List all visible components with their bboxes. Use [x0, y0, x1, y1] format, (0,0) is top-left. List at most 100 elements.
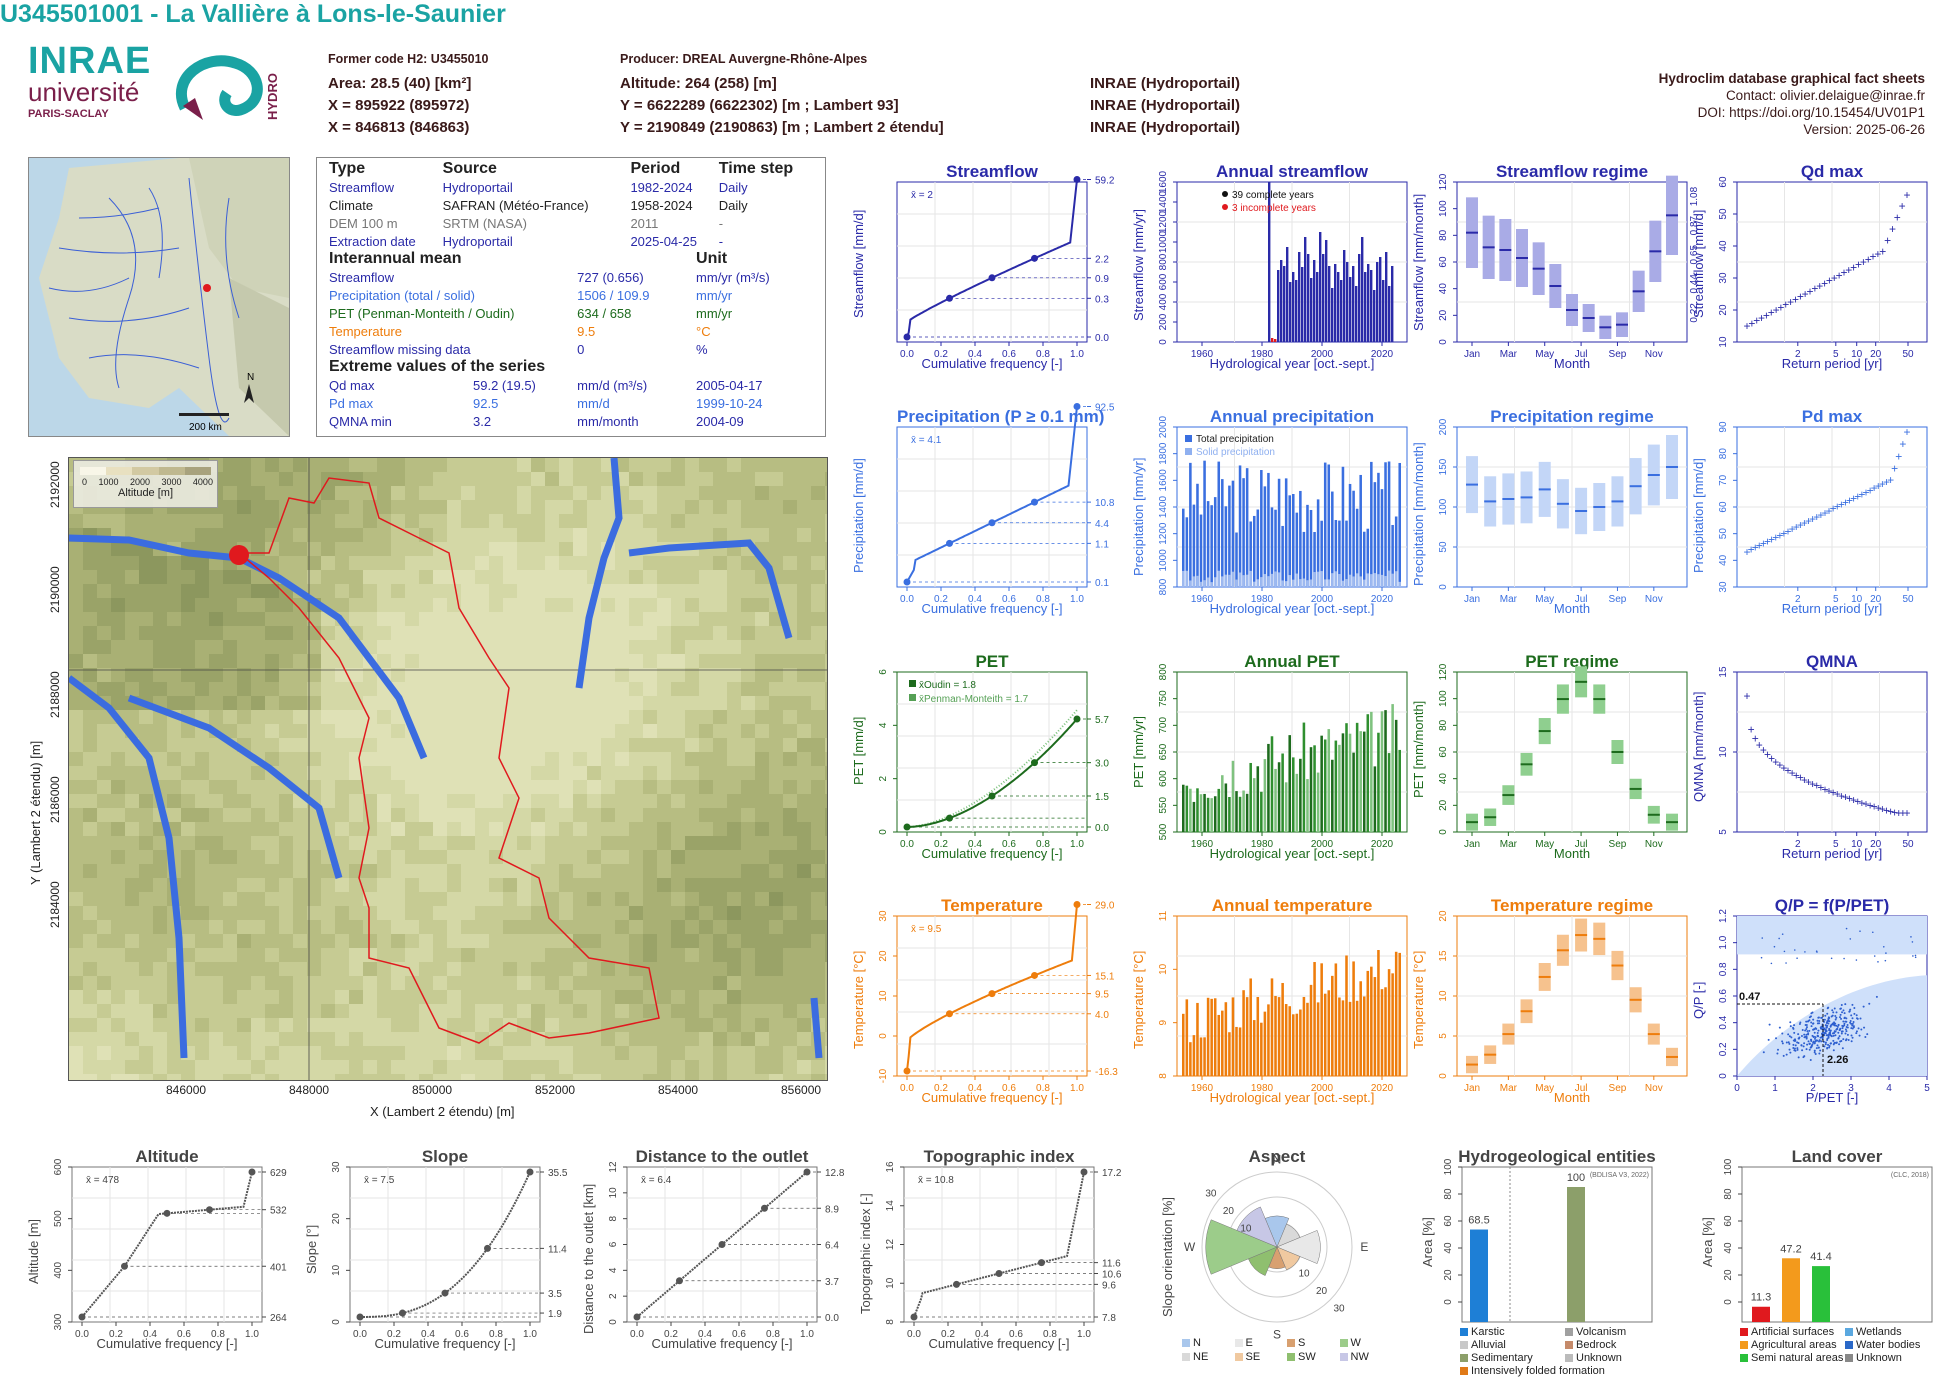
extreme-row: Pd max 92.5 mm/d 1999-10-24 — [327, 394, 815, 412]
return-point: + — [1899, 199, 1906, 213]
legend-item: Karstic — [1460, 1326, 1565, 1338]
qp-point — [1796, 1047, 1799, 1050]
return-point: + — [1785, 524, 1792, 538]
return-point: + — [1743, 319, 1750, 333]
y-tick-label: 1200 — [1158, 210, 1169, 233]
qp-point — [1844, 1003, 1847, 1006]
right-tick-label: 1.1 — [1095, 539, 1109, 550]
qp-point — [1793, 1047, 1796, 1050]
y-axis-title: QMNA [mm/month] — [1691, 690, 1706, 802]
qp-point — [1787, 1033, 1790, 1036]
y-tick-label: 10 — [1438, 990, 1449, 1002]
return-point: + — [1855, 258, 1862, 272]
annual-bar — [1331, 491, 1334, 587]
qp-point — [1832, 1043, 1835, 1046]
rose-direction: S — [1273, 1327, 1281, 1341]
annual-bar — [1260, 1022, 1263, 1076]
info-cell: DEM 100 m — [329, 215, 398, 231]
qp-point — [1842, 1020, 1845, 1023]
annual-bar — [1338, 997, 1341, 1076]
annual-bar — [1289, 282, 1292, 342]
annual-bar — [1235, 532, 1238, 587]
return-point: + — [1850, 260, 1857, 274]
y-axis-title: Streamflow [mm/yr] — [1131, 209, 1146, 322]
inter-cell: 1506 / 109.9 — [577, 287, 650, 303]
legend-swatch — [1222, 191, 1228, 197]
annual-bar — [1370, 270, 1373, 342]
mean-legend-swatch — [909, 680, 916, 687]
solid-bar — [1377, 574, 1380, 587]
annual-bar — [1366, 970, 1370, 1076]
qp-point — [1798, 1022, 1801, 1025]
annual-bar — [1309, 747, 1313, 832]
x-tick-label: 1980 — [1251, 839, 1274, 850]
x-lambert2: X = 846813 (846863) — [328, 119, 470, 136]
return-point: + — [1826, 504, 1833, 518]
y-tick-label: 80 — [1443, 1188, 1454, 1200]
svg-text:N: N — [247, 372, 254, 383]
return-point: + — [1891, 806, 1898, 820]
annual-bar — [1362, 531, 1366, 587]
x-tick-label: 1.0 — [245, 1329, 259, 1340]
annual-bar — [1277, 762, 1281, 832]
y-tick-label: 30 — [1718, 272, 1729, 284]
qp-point — [1855, 1030, 1858, 1033]
right-tick-label: 629 — [270, 1168, 287, 1179]
y-axis-title: PET [mm/d] — [851, 716, 866, 785]
return-point: + — [1903, 425, 1910, 439]
y-tick-label: 750 — [1158, 690, 1169, 707]
x-tick-label: 1980 — [1251, 594, 1274, 605]
qp-point — [1816, 1031, 1819, 1034]
annual-bar — [1206, 997, 1210, 1076]
qp-point — [1813, 1041, 1816, 1044]
annual-bar — [1387, 969, 1391, 1076]
river-line — [810, 997, 823, 1059]
qp-point — [1778, 1026, 1781, 1029]
qp-point — [1812, 1041, 1815, 1044]
extreme-cell: 1999-10-24 — [696, 395, 763, 411]
x-tick-label: 1960 — [1191, 839, 1214, 850]
right-tick-label: 0.87 — [1689, 215, 1700, 235]
return-point: + — [1793, 520, 1800, 534]
x-tick-label: 0.2 — [934, 839, 948, 850]
mean-label: x̄ = 7.5 — [364, 1175, 395, 1186]
chart-title-pd_max: Pd max — [1801, 407, 1863, 426]
annual-bar — [1224, 506, 1228, 587]
annual-bar — [1221, 479, 1224, 587]
return-point: + — [1842, 790, 1849, 804]
qp-point — [1832, 1032, 1835, 1035]
right-tick-label: 9.5 — [1095, 990, 1109, 1001]
return-point: + — [1764, 535, 1771, 549]
annual-bar — [1256, 766, 1260, 832]
y-tick-label: 300 — [53, 1313, 64, 1330]
qp-point — [1823, 1018, 1826, 1021]
annual-bar — [1362, 731, 1366, 832]
qp-point — [1829, 1024, 1832, 1027]
x-tick-label: 0.2 — [387, 1329, 401, 1340]
return-point: + — [1760, 537, 1767, 551]
qp-point — [1794, 1039, 1797, 1042]
qp-point — [1828, 1029, 1831, 1032]
annual-bar — [1359, 981, 1362, 1076]
qp-point — [1828, 1046, 1831, 1049]
qp-point — [1864, 1036, 1867, 1039]
legend-item: Wetlands — [1845, 1326, 1950, 1338]
x-axis-title: Cumulative frequency [-] — [96, 1336, 238, 1351]
x-tick-label: 0.6 — [1002, 594, 1016, 605]
y-tick-label: 0.4 — [1718, 1015, 1729, 1029]
qp-point — [1911, 941, 1914, 943]
solid-bar — [1299, 579, 1302, 587]
x-tick-label: 0.2 — [664, 1329, 678, 1340]
y-tick-label: 40 — [1438, 283, 1449, 295]
y-axis-title: Q/P [-] — [1691, 981, 1706, 1020]
y-tick-label: 120 — [1438, 173, 1449, 190]
qp-point — [1884, 959, 1887, 962]
info-cell: 2011 — [630, 215, 659, 231]
x-tick-label: Nov — [1645, 1083, 1663, 1094]
info-cell: SRTM (NASA) — [442, 215, 527, 231]
annual-bar — [1331, 288, 1334, 342]
qp-point — [1805, 1035, 1808, 1038]
info-cell: Daily — [718, 179, 748, 195]
return-point: + — [1834, 787, 1841, 801]
x-tick-label: 0.0 — [353, 1329, 367, 1340]
